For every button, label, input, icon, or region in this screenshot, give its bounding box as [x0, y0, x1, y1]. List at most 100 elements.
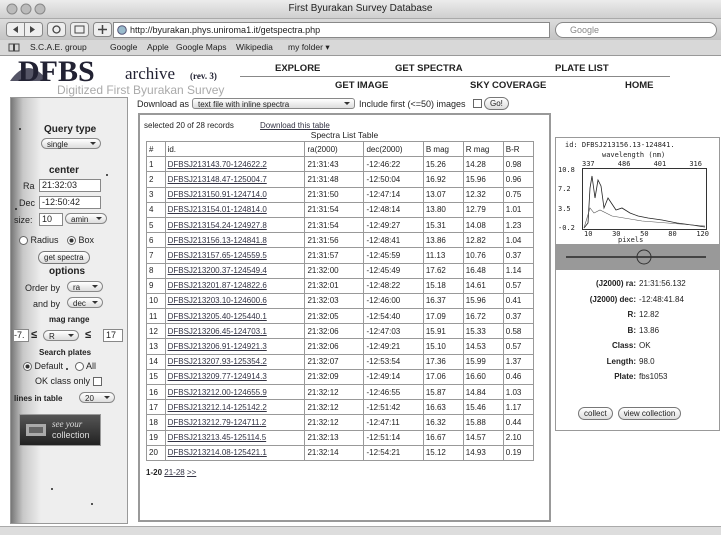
table-cell: 0.57 [502, 277, 535, 294]
table-cell: -12:47:03 [363, 323, 424, 340]
default-option[interactable]: Default [23, 361, 63, 372]
table-cell: 21:31:54 [304, 201, 365, 218]
table-row: 6 DFBSJ213156.13-124841.8 21:31:56 -12:48:4… [146, 232, 535, 249]
nav-link[interactable]: HOME [625, 80, 654, 91]
and-select[interactable]: dec [67, 297, 103, 308]
id-link[interactable]: DFBSJ213212.14-125142.2 [164, 399, 306, 416]
table-cell: 21:32:09 [304, 368, 365, 386]
id-link[interactable]: DFBSJ213205.40-125440.1 [164, 308, 306, 325]
id-link[interactable]: DFBSJ213148.47-125004.7 [164, 171, 306, 188]
window-controls[interactable] [6, 3, 48, 15]
bookmark[interactable]: Wikipedia [236, 42, 273, 52]
table-cell: 17.06 [422, 368, 464, 386]
table-row: 2 DFBSJ213148.47-125004.7 21:31:48 -12:50:0… [146, 171, 535, 188]
table-cell: 1.04 [502, 232, 535, 249]
table-row: 5 DFBSJ213154.24-124927.8 21:31:54 -12:49:2… [146, 216, 535, 234]
id-link[interactable]: DFBSJ213212.79-124711.2 [164, 414, 306, 431]
id-link[interactable]: DFBSJ213203.10-124600.6 [164, 292, 306, 310]
radio-checked [67, 236, 76, 246]
ra-input[interactable]: 21:32:03 [39, 179, 101, 192]
detail-button[interactable]: collect [578, 407, 613, 420]
id-link[interactable]: DFBSJ213200.37-124549.4 [164, 262, 306, 279]
box-option[interactable]: Box [67, 235, 94, 246]
ok-class-option[interactable]: OK class only [35, 376, 102, 387]
radius-option[interactable]: Radius [19, 235, 59, 246]
le-sign: ≤ [85, 329, 92, 341]
page-link[interactable]: >> [186, 468, 197, 477]
table-cell: 15.91 [422, 323, 464, 340]
size-unit-select[interactable]: amin [65, 213, 107, 224]
radio-checked [23, 362, 32, 372]
y-tick-label: 3.5 [558, 204, 571, 213]
id-link[interactable]: DFBSJ213150.91-124714.0 [164, 186, 306, 203]
detail-button[interactable]: view collection [617, 407, 682, 420]
x-ticks: 10 30 50 80 120 [584, 230, 709, 238]
dec-value: -12:50:42 [42, 197, 81, 207]
table-cell: 21:31:57 [304, 247, 365, 264]
id-link[interactable]: DFBSJ213207.93-125354.2 [164, 353, 306, 370]
table-row: 15 DFBSJ213209.77-124914.3 21:32:09 -12:49:… [146, 368, 535, 386]
bookmark[interactable]: Apple [147, 42, 169, 52]
table-cell: 8 [146, 262, 166, 279]
bookmark[interactable]: my folder ▾ [288, 42, 330, 52]
all-option[interactable]: All [75, 361, 96, 372]
search-field[interactable]: Google [555, 22, 717, 38]
bookmark[interactable]: Google Maps [176, 42, 227, 52]
table-cell: 21:32:05 [304, 308, 365, 325]
id-link[interactable]: DFBSJ213206.45-124703.1 [164, 323, 306, 340]
dec-input[interactable]: -12:50:42 [39, 196, 101, 209]
download-table-link[interactable]: Download this table [260, 121, 330, 130]
id-link[interactable]: DFBSJ213206.91-124921.3 [164, 338, 306, 355]
id-link[interactable]: DFBSJ213157.65-124559.5 [164, 247, 306, 264]
table-row: 10 DFBSJ213203.10-124600.6 21:32:03 -12:46:… [146, 292, 535, 310]
table-cell: 16.63 [422, 399, 464, 416]
nav-link[interactable]: PLATE LIST [555, 63, 609, 74]
table-row: 3 DFBSJ213150.91-124714.0 21:31:50 -12:47:1… [146, 186, 535, 203]
lines-select[interactable]: 20 [79, 392, 115, 403]
download-format-select[interactable]: text file with inline spectra [192, 98, 355, 109]
id-link[interactable]: DFBSJ213214.08-125421.1 [164, 444, 306, 461]
table-cell: 7 [146, 247, 166, 264]
table-cell: 1.03 [502, 383, 535, 401]
field-label: B: [627, 325, 636, 335]
mag-band-select[interactable]: R [43, 330, 79, 341]
mag-max-input[interactable]: 17 [103, 329, 123, 342]
id-link[interactable]: DFBSJ213201.87-124822.6 [164, 277, 306, 294]
id-link[interactable]: DFBSJ213209.77-124914.3 [164, 368, 306, 386]
table-cell: 1.14 [502, 262, 535, 279]
query-type-select[interactable]: single [41, 138, 101, 149]
mag-min-input[interactable]: -7. [13, 329, 29, 342]
id-link[interactable]: DFBSJ213154.01-124814.0 [164, 201, 306, 218]
id-link[interactable]: DFBSJ213212.00-124655.9 [164, 383, 306, 401]
nav-link[interactable]: SKY COVERAGE [470, 80, 547, 91]
table-cell: 4 [146, 201, 166, 218]
page-link[interactable]: 21-28 [164, 468, 185, 477]
nav-link[interactable]: EXPLORE [275, 63, 321, 74]
id-link[interactable]: DFBSJ213143.70-124622.2 [164, 156, 306, 173]
id-link[interactable]: DFBSJ213154.24-124927.8 [164, 216, 306, 234]
bookmark[interactable]: S.C.A.E. group [30, 42, 87, 52]
bookmarks-icon[interactable] [8, 43, 20, 52]
go-button[interactable]: Go! [484, 97, 509, 110]
table-cell: 16.32 [422, 414, 464, 431]
id-link[interactable]: DFBSJ213213.45-125114.5 [164, 429, 306, 446]
nav-link[interactable]: GET SPECTRA [395, 63, 463, 74]
collection-button[interactable]: see your collection [19, 414, 101, 446]
table-cell: 15 [146, 368, 166, 386]
get-spectra-button[interactable]: get spectra [38, 251, 90, 264]
size-value: 10 [42, 214, 53, 224]
nav-buttons[interactable] [6, 22, 116, 38]
table-cell: 16.60 [462, 368, 504, 386]
table-cell: -12:46:00 [363, 292, 424, 310]
id-link[interactable]: DFBSJ213156.13-124841.8 [164, 232, 306, 249]
table-cell: -12:47:11 [363, 414, 424, 431]
table-cell: 15.10 [422, 338, 464, 355]
field-label: Class: [611, 341, 636, 350]
url-bar[interactable]: http://byurakan.phys.uniroma1.it/getspec… [113, 22, 550, 38]
nav-link[interactable]: GET IMAGE [335, 80, 389, 91]
order-select[interactable]: ra [67, 281, 103, 292]
bookmark[interactable]: Google [110, 42, 138, 52]
size-input[interactable]: 10 [39, 213, 63, 226]
include-checkbox[interactable] [473, 99, 482, 108]
table-cell: -12:49:14 [363, 368, 424, 386]
